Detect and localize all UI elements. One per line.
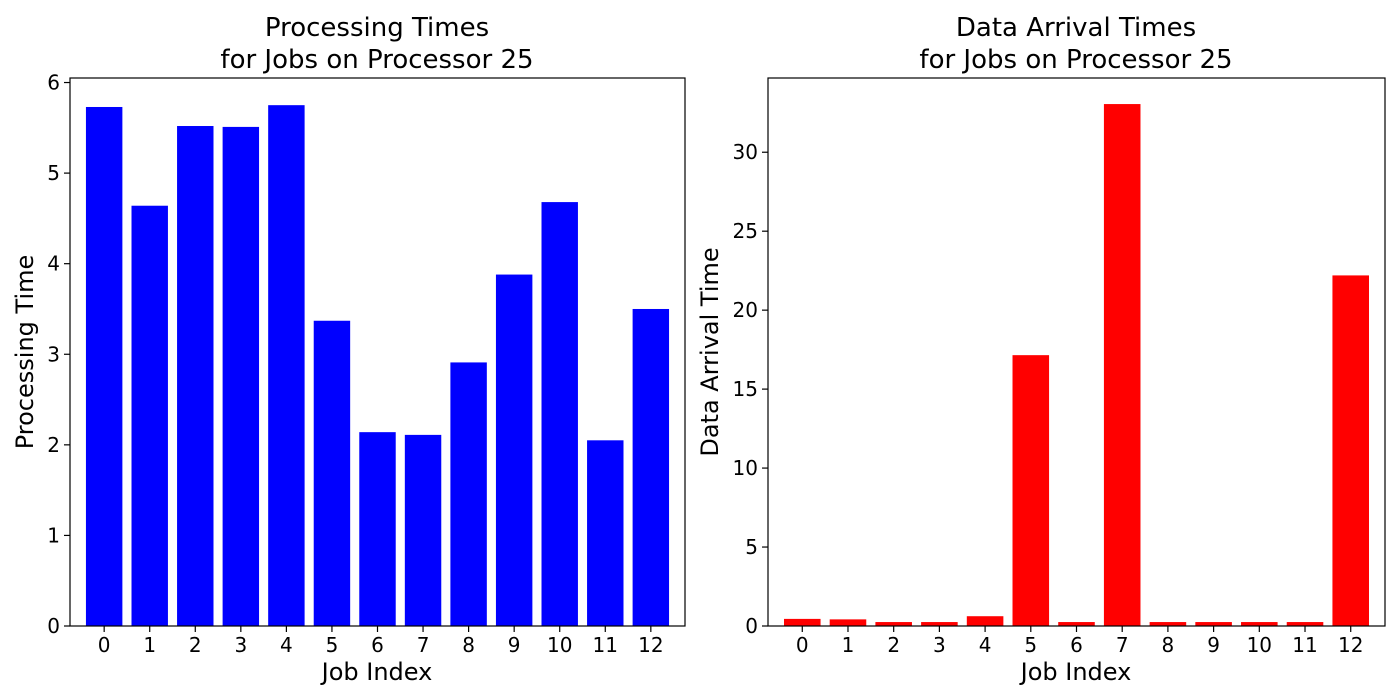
bar — [268, 105, 305, 627]
y-tick-label: 20 — [733, 298, 758, 322]
y-tick-label: 1 — [47, 523, 60, 547]
bar — [359, 432, 396, 626]
x-ticks: 0 1 2 3 4 5 6 7 8 9 10 11 12 — [796, 626, 1363, 657]
bar — [177, 126, 214, 626]
x-tick-label: 3 — [933, 633, 946, 657]
x-tick-label: 8 — [462, 633, 475, 657]
bars — [784, 104, 1369, 626]
x-tick-label: 3 — [234, 633, 247, 657]
bar — [784, 618, 821, 626]
y-tick-label: 3 — [47, 342, 60, 366]
bar — [1012, 355, 1050, 626]
bar — [829, 619, 867, 626]
y-tick-label: 10 — [733, 456, 758, 480]
x-tick-label: 9 — [508, 633, 521, 657]
bar — [1332, 275, 1369, 626]
x-tick-label: 2 — [189, 633, 202, 657]
bar — [313, 320, 351, 626]
chart-title-line2: for Jobs on Processor 25 — [919, 45, 1232, 75]
x-tick-label: 4 — [280, 633, 293, 657]
bars — [85, 105, 670, 627]
y-tick-label: 5 — [47, 161, 60, 185]
chart-title-line2: for Jobs on Processor 25 — [220, 45, 533, 75]
y-tick-label: 0 — [745, 614, 758, 638]
x-tick-label: 12 — [638, 633, 663, 657]
y-axis-label: Data Arrival Time — [696, 247, 724, 456]
x-tick-label: 10 — [1247, 633, 1272, 657]
bar — [222, 126, 260, 626]
y-tick-label: 5 — [745, 535, 758, 559]
x-tick-label: 1 — [842, 633, 855, 657]
y-tick-label: 2 — [47, 433, 60, 457]
x-tick-label: 2 — [887, 633, 900, 657]
chart-title-line1: Data Arrival Times — [956, 13, 1196, 43]
x-ticks: 0 1 2 3 4 5 6 7 8 9 10 11 12 — [98, 626, 664, 657]
plot-frame — [767, 77, 1386, 627]
bar — [1241, 622, 1278, 626]
y-tick-label: 15 — [733, 377, 758, 401]
x-tick-label: 7 — [1116, 633, 1129, 657]
y-tick-label: 30 — [733, 140, 758, 164]
x-tick-label: 11 — [1292, 633, 1317, 657]
x-tick-label: 10 — [547, 633, 572, 657]
y-tick-label: 25 — [733, 219, 758, 243]
bar — [875, 622, 912, 626]
chart-title-line1: Processing Times — [265, 13, 489, 43]
bar — [966, 616, 1004, 626]
x-tick-label: 0 — [796, 633, 809, 657]
x-tick-label: 7 — [417, 633, 430, 657]
bar — [85, 106, 123, 627]
x-tick-label: 5 — [1024, 633, 1037, 657]
bar — [1058, 622, 1095, 626]
bar — [632, 308, 670, 626]
x-tick-label: 5 — [326, 633, 339, 657]
chart-data-arrival-times: Data Arrival Times for Jobs on Processor… — [696, 13, 1386, 686]
bar — [404, 434, 442, 626]
bar — [921, 622, 958, 626]
y-axis-label: Processing Time — [11, 255, 39, 450]
x-tick-label: 1 — [143, 633, 156, 657]
x-tick-label: 6 — [371, 633, 384, 657]
bar — [450, 362, 487, 626]
x-tick-label: 11 — [593, 633, 618, 657]
bar — [131, 205, 168, 626]
bar — [1103, 104, 1141, 626]
bar — [541, 202, 578, 626]
x-tick-label: 9 — [1207, 633, 1220, 657]
x-tick-label: 8 — [1162, 633, 1175, 657]
y-ticks: 0 5 10 15 20 25 30 — [733, 140, 768, 638]
bar — [1286, 622, 1324, 626]
y-tick-label: 0 — [47, 614, 60, 638]
x-axis-label: Job Index — [320, 658, 433, 686]
bar — [1195, 622, 1232, 626]
x-axis-label: Job Index — [1019, 658, 1132, 686]
y-ticks: 0 1 2 3 4 5 6 — [47, 71, 70, 638]
y-tick-label: 6 — [47, 71, 60, 95]
x-tick-label: 4 — [979, 633, 992, 657]
chart-processing-times: Processing Times for Jobs on Processor 2… — [11, 13, 686, 686]
bar — [587, 440, 624, 626]
y-tick-label: 4 — [47, 252, 60, 276]
x-tick-label: 12 — [1338, 633, 1363, 657]
plot-frame — [69, 77, 686, 627]
x-tick-label: 0 — [98, 633, 111, 657]
bar — [1149, 622, 1187, 626]
bar — [495, 274, 533, 626]
x-tick-label: 6 — [1070, 633, 1083, 657]
